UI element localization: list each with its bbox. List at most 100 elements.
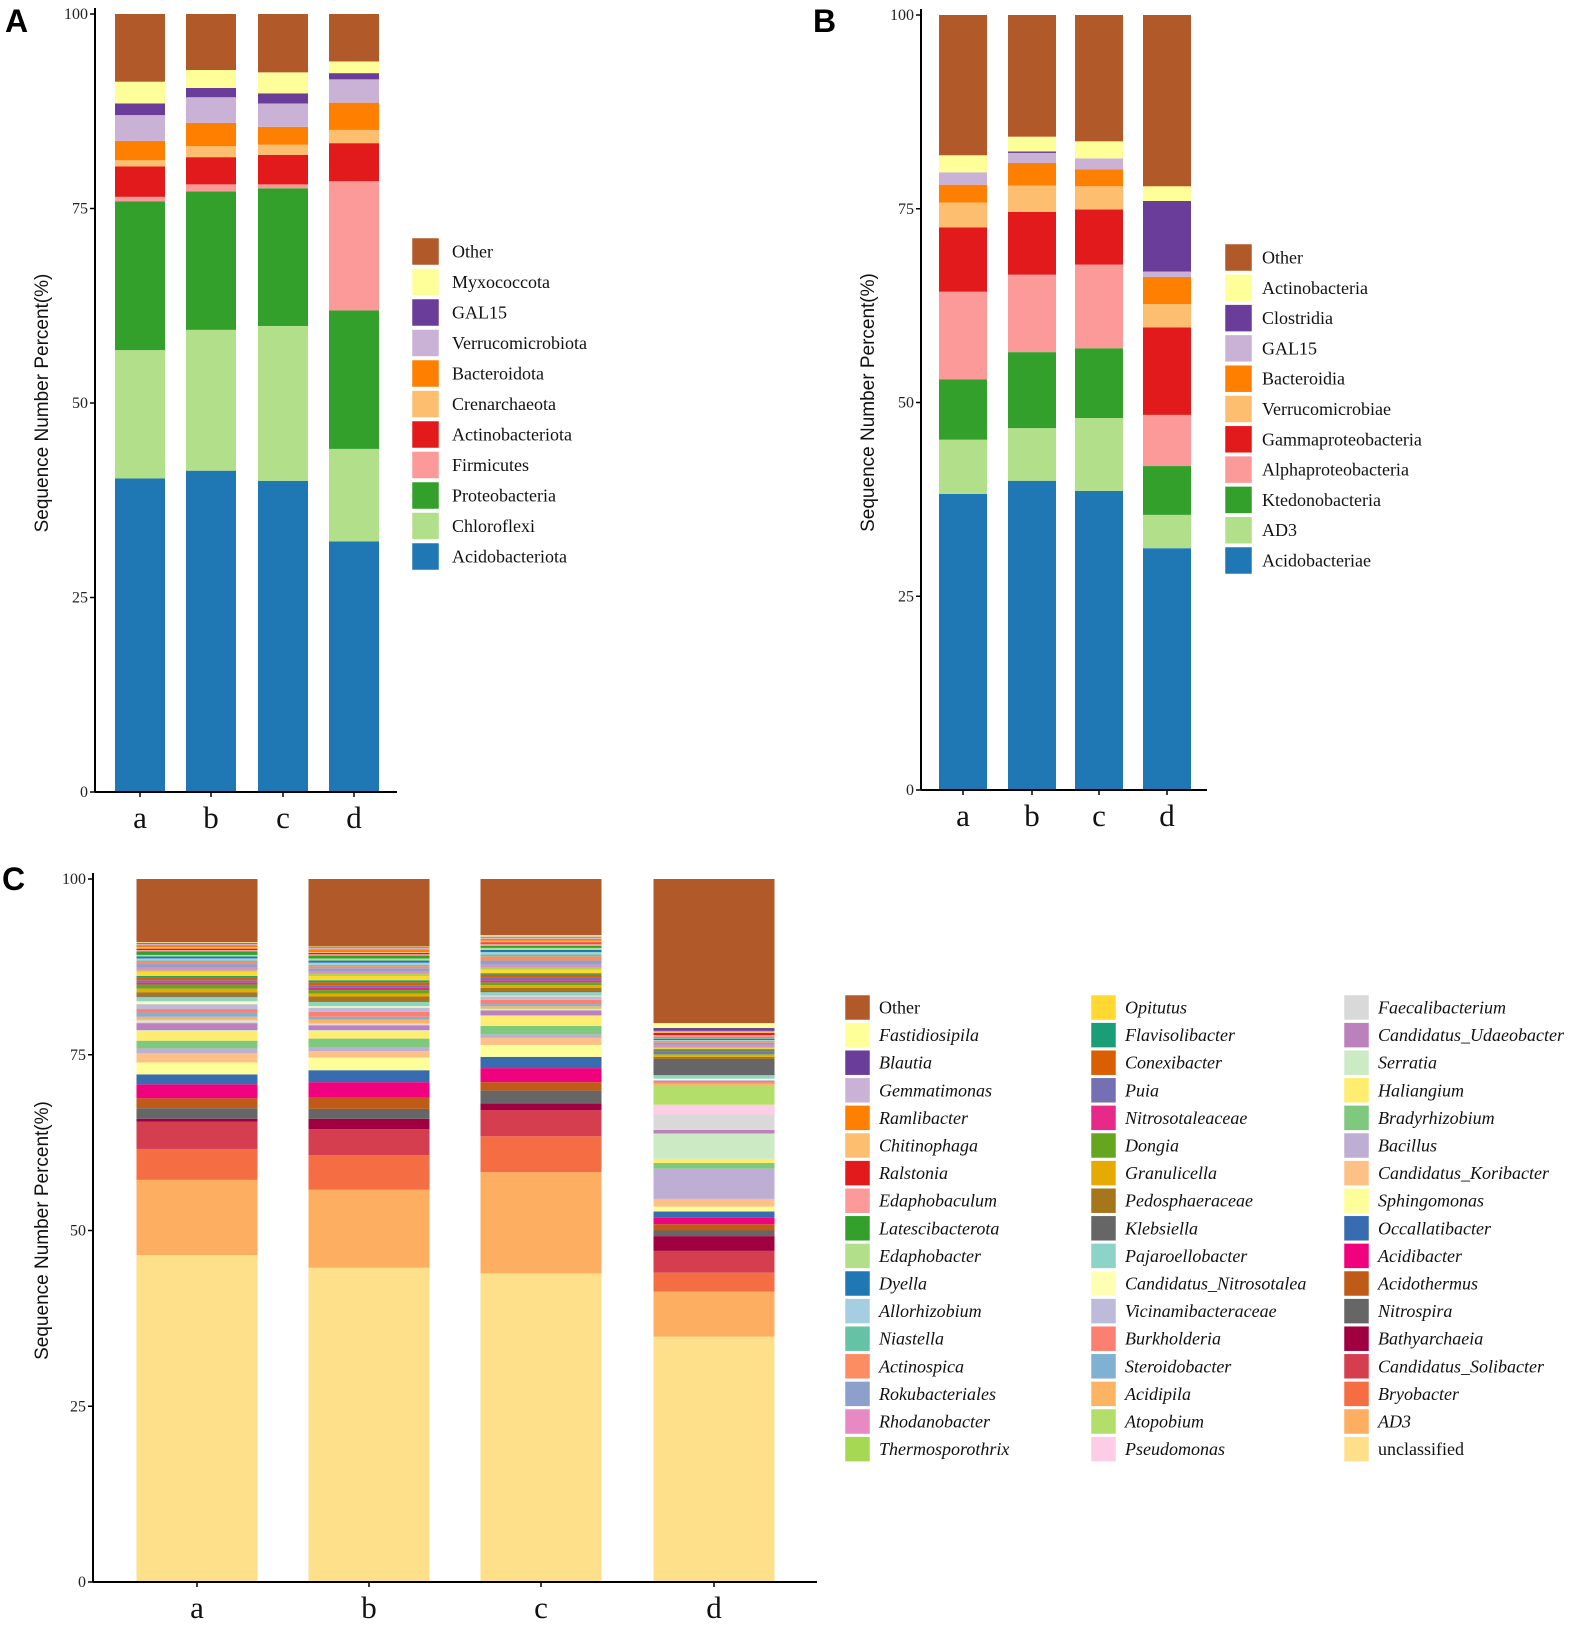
- legend-label: GAL15: [1262, 338, 1317, 358]
- legend-swatch: [1343, 1243, 1370, 1269]
- bar-segment-other: [258, 14, 308, 73]
- bar-segment-alphaproteobacteria: [1143, 414, 1191, 467]
- bar-segment-nitrosotaleaceae: [480, 980, 602, 983]
- legend-label: Klebsiella: [1124, 1218, 1198, 1238]
- legend-item: GAL15: [411, 298, 507, 327]
- bar-segment-ad3: [1075, 418, 1123, 491]
- bar-segment-puia: [480, 977, 602, 981]
- bar-segment-blautia: [653, 1028, 775, 1031]
- legend-label: Other: [1262, 248, 1303, 268]
- bar-segment-edaphobaculum: [653, 1035, 775, 1038]
- legend-label: Candidatus_Koribacter: [1378, 1163, 1550, 1183]
- bar-segment-verrucomicrobiae: [1143, 304, 1191, 328]
- legend-item: Chloroflexi: [411, 512, 535, 540]
- bar-segment-thermosporothrix: [480, 967, 602, 970]
- bar-segment-bryobacter: [480, 1136, 602, 1173]
- legend-swatch: [411, 329, 440, 357]
- bar-segment-latescibacterota: [308, 955, 430, 959]
- bar-segment-acidipila: [480, 1006, 602, 1009]
- bar-segment-other: [115, 14, 165, 82]
- bar-segment-actinobacteriota: [329, 143, 379, 182]
- legend-swatch: [1224, 486, 1253, 514]
- bar-segment-sphingomonas: [653, 1206, 775, 1212]
- bar-segment-chitinophaga: [136, 947, 258, 949]
- legend-label: Acidipila: [1124, 1384, 1191, 1404]
- bar-segment-burkholderia: [136, 1009, 258, 1013]
- legend-label: Nitrosotaleaceae: [1124, 1108, 1247, 1128]
- legend-swatch: [844, 1215, 871, 1242]
- legend-label: Vicinamibacteraceae: [1125, 1301, 1277, 1321]
- legend-swatch: [411, 298, 440, 327]
- bar-segment-clostridia: [1143, 201, 1191, 272]
- legend-swatch: [1090, 1049, 1117, 1076]
- bar-c: [258, 14, 308, 792]
- legend-swatch: [1090, 1353, 1117, 1380]
- legend-swatch: [844, 1270, 871, 1297]
- legend: Other Actinobacteria Clostridia GAL15 Bacter…: [1224, 243, 1422, 575]
- bar-segment-occallatibacter: [653, 1211, 775, 1218]
- legend-label: Edaphobacter: [878, 1246, 982, 1266]
- legend-swatch: [1224, 395, 1253, 423]
- legend-swatch: [1090, 1187, 1117, 1214]
- bar-segment-pedosphaeraceae: [480, 987, 602, 992]
- y-tick-label: 75: [72, 201, 88, 218]
- legend-label: Allorhizobium: [878, 1301, 982, 1321]
- bar-segment-acidobacteriae: [1143, 548, 1191, 790]
- bar-segment-thermosporothrix: [136, 970, 258, 972]
- legend-item: GAL15: [1224, 334, 1317, 363]
- legend-swatch: [411, 512, 440, 540]
- legend-item: Candidatus_Koribacter: [1343, 1160, 1550, 1186]
- legend-swatch: [1224, 455, 1253, 484]
- bar-segment-gammaproteobacteria: [1075, 209, 1123, 265]
- legend-swatch: [1224, 546, 1253, 575]
- legend-item: Acidobacteriae: [1224, 546, 1371, 575]
- legend-swatch: [844, 1132, 871, 1159]
- bar-segment-ad3: [939, 439, 987, 494]
- y-tick-label: 25: [70, 1398, 86, 1415]
- bar-segment-myxococcota: [186, 70, 236, 88]
- bar-segment-acidobacteriae: [939, 493, 987, 790]
- legend-item: Alphaproteobacteria: [1224, 455, 1409, 484]
- legend-item: Edaphobacter: [844, 1243, 982, 1269]
- x-tick-label: d: [346, 800, 362, 835]
- bar-segment-bacteroidota: [329, 102, 379, 130]
- legend-label: Actinobacteria: [1262, 278, 1368, 298]
- bar-segment-nitrosotaleaceae: [136, 982, 258, 985]
- legend-item: Granulicella: [1090, 1160, 1217, 1186]
- legend-label: Haliangium: [1377, 1080, 1464, 1100]
- bar-segment-actinospica: [308, 966, 430, 969]
- legend-item: Acidobacteriota: [411, 542, 567, 571]
- bar-segment-gammaproteobacteria: [1143, 327, 1191, 415]
- bar-segment-puia: [308, 985, 430, 988]
- bar-segment-alphaproteobacteria: [1075, 264, 1123, 349]
- panel-label: A: [5, 3, 28, 39]
- legend-swatch: [1343, 1298, 1370, 1324]
- bar-segment-pseudomonas: [480, 1009, 602, 1010]
- bar-segment-rokubacteriales: [136, 964, 258, 968]
- legend-label: Gammaproteobacteria: [1262, 429, 1422, 449]
- legend-label: Latescibacterota: [878, 1218, 999, 1238]
- bar-segment-other: [939, 15, 987, 156]
- legend-label: unclassified: [1378, 1439, 1464, 1459]
- bar-segment-bacteroidia: [1075, 169, 1123, 187]
- bar-segment-pajaroellobacter: [653, 1075, 775, 1079]
- bar-segment-other: [1075, 15, 1123, 142]
- bar-segment-candidatus-koribacter: [480, 1037, 602, 1045]
- legend-swatch: [844, 1325, 871, 1352]
- bar-segment-haliangium: [480, 1016, 602, 1026]
- bar-segment-unclassified: [308, 1267, 430, 1582]
- bar-segment-gammaproteobacteria: [1008, 211, 1056, 275]
- legend-swatch: [1343, 1187, 1370, 1214]
- panel-label: B: [813, 3, 836, 39]
- bar-segment-acidipila: [136, 1016, 258, 1020]
- bar-segment-haliangium: [136, 1030, 258, 1041]
- bar-segment-other: [186, 14, 236, 71]
- legend-label: Granulicella: [1125, 1163, 1217, 1183]
- bar-segment-ad3: [308, 1189, 430, 1268]
- bar-b: [1008, 15, 1056, 790]
- bar-segment-rokubacteriales: [480, 960, 602, 965]
- legend-item: Actinobacteria: [1224, 274, 1368, 302]
- bar-segment-edaphobacter: [136, 954, 258, 957]
- bar-segment-candidatus-solibacter: [653, 1250, 775, 1273]
